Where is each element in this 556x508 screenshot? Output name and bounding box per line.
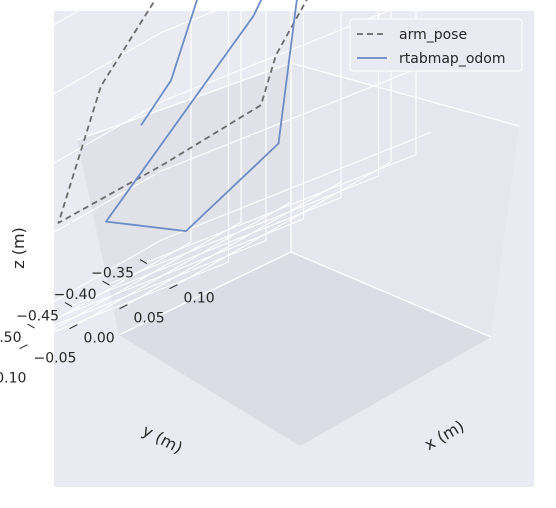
y-gridline-floor [0, 240, 267, 348]
z-gridline-left [0, 170, 162, 264]
pane-back-left [77, 63, 291, 335]
series-line-arm-pose [57, 0, 308, 224]
y-tick [27, 323, 35, 329]
z-gridline-left [0, 32, 162, 126]
legend-label-arm-pose: arm_pose [399, 27, 467, 43]
x-gridline-floor [123, 181, 342, 308]
x-tick [169, 284, 178, 290]
y-tick [64, 302, 73, 308]
x-tick-label: 0.10 [184, 291, 215, 307]
y-tick-label: −0.50 [0, 330, 22, 346]
z-gridline-right [160, 131, 432, 241]
y-gridline-floor [108, 175, 379, 285]
x-gridline-floor [23, 221, 242, 348]
y-tick-label: −0.35 [91, 266, 134, 282]
z-gridline-right [160, 0, 244, 34]
x-gridline-floor [173, 161, 392, 288]
x-tick [119, 304, 128, 310]
y-gridline-floor [33, 218, 304, 328]
pane-edge-floor [118, 251, 492, 338]
pane-floor [119, 252, 491, 446]
x-tick-label: 0.00 [84, 331, 115, 347]
x-tick-label: −0.05 [34, 351, 77, 367]
y-tick-label: −0.40 [54, 287, 97, 303]
pane-back-right [291, 63, 519, 337]
series-layer [57, 0, 308, 233]
y-gridline-floor [0, 261, 229, 355]
y-tick [139, 259, 148, 265]
z-axis-label: z (m) [9, 227, 28, 269]
y-gridline-floor [70, 197, 342, 307]
series-line-rtabmap-odom [105, 0, 298, 233]
x-gridline-floor [0, 241, 192, 353]
z-gridline-left [0, 0, 99, 57]
x-gridline-floor [73, 201, 292, 328]
z-gridline-right [160, 0, 417, 103]
x-tick-label: 0.05 [134, 311, 165, 327]
legend-label-rtabmap-odom: rtabmap_odom [399, 51, 505, 67]
legend-box [349, 18, 523, 72]
z-gridline-right [160, 62, 432, 172]
x-tick [69, 324, 78, 330]
y-tick [102, 280, 110, 286]
legend: arm_pose rtabmap_odom [349, 18, 523, 72]
y-gridline-floor [145, 154, 417, 264]
y-tick-label: −0.45 [16, 309, 59, 325]
ticks-layer: −0.10 −0.05 0.00 0.05 0.10 −0.35 −0.40 −0.45 −0.… [0, 259, 215, 387]
z-gridline-left [0, 239, 162, 334]
x-tick [19, 344, 28, 350]
x-tick-label: −0.10 [0, 371, 26, 387]
